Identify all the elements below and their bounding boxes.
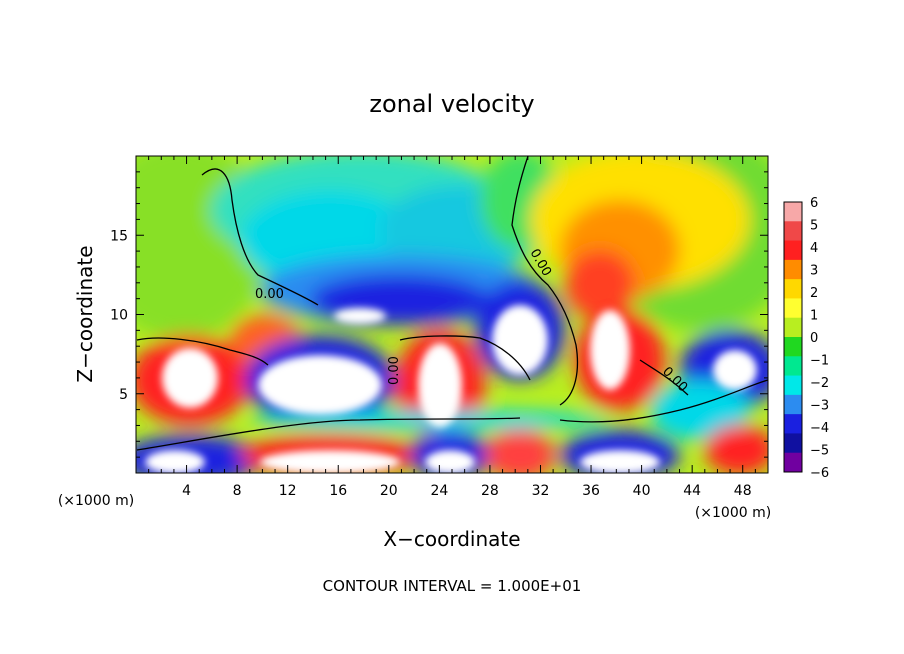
colorbar-swatch	[784, 433, 802, 454]
colorbar-tick-label: 5	[810, 219, 818, 234]
x-axis-label: X−coordinate	[383, 527, 520, 551]
x-unit-right: (×1000 m)	[695, 505, 771, 521]
colorbar-tick-label: 0	[810, 331, 818, 346]
colorbar-tick-label: 6	[810, 196, 818, 211]
x-axis: 4 8 12 16 20 24 28 32 36 40 44 48	[148, 156, 756, 499]
colorbar-swatch	[784, 337, 802, 357]
colorbar: 6 5 4 3 2 1 0 −1 −2 −3 −4 −5 −6	[783, 196, 829, 481]
colorbar-tick-label: −1	[810, 354, 829, 369]
colorbar-tick-label: 4	[810, 241, 818, 256]
colorbar-tick-label: 2	[810, 286, 818, 301]
colorbar-frame	[783, 201, 803, 473]
colorbar-swatch	[784, 394, 802, 415]
colorbar-swatch	[784, 452, 802, 473]
colorbar-tick-label: 1	[810, 309, 818, 324]
heatmap-field	[136, 156, 768, 473]
colorbar-swatch	[784, 356, 802, 377]
colorbar-tick-label: −3	[810, 399, 829, 414]
contour-interval-footer: CONTOUR INTERVAL = 1.000E+01	[323, 577, 582, 595]
colorbar-tick-label: 3	[810, 264, 818, 279]
x-tick-label: 8	[233, 483, 242, 499]
x-tick-label: 24	[430, 483, 448, 499]
colorbar-swatch	[784, 221, 802, 242]
y-tick-label: 10	[110, 308, 128, 324]
colorbar-tick-label: −6	[810, 466, 829, 481]
x-tick-label: 36	[582, 483, 600, 499]
colorbar-swatch	[784, 259, 802, 280]
x-unit-left: (×1000 m)	[58, 493, 134, 509]
contour-label: 0.00	[255, 287, 284, 302]
colorbar-swatch	[784, 202, 802, 222]
colorbar-tick-label: −2	[810, 376, 829, 391]
y-axis: 5 10 15	[110, 171, 768, 458]
x-tick-label: 44	[683, 483, 701, 499]
y-axis-label: Z−coordinate	[73, 245, 97, 382]
colorbar-tick-label: −5	[810, 444, 829, 459]
x-tick-label: 4	[182, 483, 191, 499]
x-tick-label: 28	[481, 483, 499, 499]
colorbar-swatch	[784, 317, 802, 338]
y-tick-label: 5	[119, 387, 128, 403]
x-tick-label: 20	[380, 483, 398, 499]
x-tick-label: 40	[633, 483, 651, 499]
contour-label: 0.00	[387, 356, 402, 385]
x-tick-label: 12	[279, 483, 297, 499]
y-tick-label: 15	[110, 228, 128, 244]
x-tick-label: 32	[532, 483, 550, 499]
colorbar-swatch	[784, 240, 802, 261]
colorbar-tick-label: −4	[810, 421, 829, 436]
x-tick-label: 48	[734, 483, 752, 499]
colorbar-swatch	[784, 279, 802, 299]
colorbar-swatch	[784, 298, 802, 319]
chart-title: zonal velocity	[369, 90, 534, 118]
colorbar-swatch	[784, 414, 802, 434]
colorbar-swatch	[784, 375, 802, 396]
x-tick-label: 16	[329, 483, 347, 499]
